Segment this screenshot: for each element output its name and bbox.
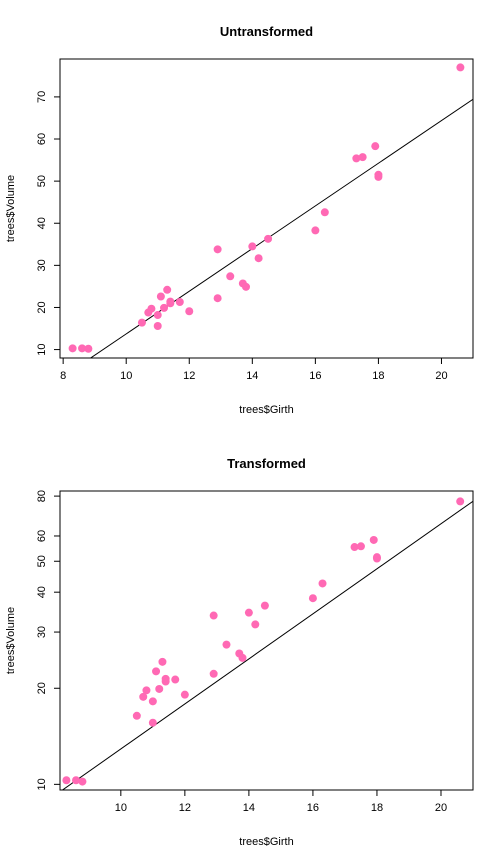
data-point xyxy=(456,497,465,506)
data-point xyxy=(242,282,251,291)
x-tick-label: 16 xyxy=(307,802,319,814)
x-tick-label: 14 xyxy=(243,802,255,814)
data-point xyxy=(137,318,146,327)
y-tick-label: 60 xyxy=(36,530,48,542)
data-point xyxy=(371,142,380,151)
transformed-panel: Transformed trees$Girth trees$Volume 10 12 14… xyxy=(5,456,474,848)
data-point xyxy=(156,292,165,301)
data-point xyxy=(68,344,77,353)
y-tick-label: 20 xyxy=(36,682,48,694)
data-point xyxy=(161,674,170,683)
y-tick-label: 80 xyxy=(36,490,48,502)
x-tick-label: 8 xyxy=(60,370,66,382)
y-tick-label: 10 xyxy=(36,778,48,790)
data-point xyxy=(356,542,365,551)
y-tick-label: 40 xyxy=(36,217,48,229)
data-point xyxy=(158,657,167,666)
x-tick-label: 12 xyxy=(183,370,195,382)
y-tick-label: 70 xyxy=(36,91,48,103)
data-point xyxy=(180,690,189,699)
x-tick-label: 12 xyxy=(179,802,191,814)
data-point xyxy=(264,234,273,243)
data-point xyxy=(244,608,253,617)
y-tick-label: 60 xyxy=(36,133,48,145)
data-point xyxy=(175,297,184,306)
x-tick-label: 14 xyxy=(246,370,258,382)
untransformed-panel: Untransformed trees$Girth trees$Volume 8 10 1… xyxy=(5,24,474,416)
data-point xyxy=(148,697,157,706)
x-axis-label: trees$Girth xyxy=(239,404,293,416)
x-tick-label: 16 xyxy=(309,370,321,382)
x-tick-label: 20 xyxy=(435,370,447,382)
data-point xyxy=(374,172,383,181)
data-point xyxy=(163,285,172,294)
data-point xyxy=(311,226,320,235)
data-point xyxy=(251,620,260,629)
plot-frame xyxy=(59,58,474,359)
data-point xyxy=(213,245,222,254)
y-axis-label: trees$Volume xyxy=(5,607,17,674)
y-tick-label: 50 xyxy=(36,175,48,187)
data-point xyxy=(142,686,151,695)
x-axis-label: trees$Girth xyxy=(239,836,293,848)
x-tick-label: 10 xyxy=(115,802,127,814)
data-point xyxy=(372,554,381,563)
y-tick-label: 30 xyxy=(36,259,48,271)
data-point xyxy=(139,692,148,701)
data-point xyxy=(369,535,378,544)
y-tick-label: 50 xyxy=(36,555,48,567)
data-point xyxy=(318,579,327,588)
x-tick-label: 20 xyxy=(435,802,447,814)
y-tick-label: 10 xyxy=(36,343,48,355)
data-point xyxy=(308,594,317,603)
data-point xyxy=(248,242,257,251)
data-point xyxy=(78,344,87,353)
data-point xyxy=(352,154,361,163)
data-point xyxy=(254,254,263,263)
data-point xyxy=(132,711,141,720)
data-point xyxy=(222,640,231,649)
data-point xyxy=(238,653,247,662)
data-point xyxy=(209,611,218,620)
plot-frame xyxy=(59,490,474,791)
data-point xyxy=(456,63,465,72)
data-point xyxy=(148,718,157,727)
data-point xyxy=(152,667,161,676)
data-point xyxy=(62,776,71,785)
data-point xyxy=(166,297,175,306)
y-tick-label: 20 xyxy=(36,301,48,313)
data-point xyxy=(350,543,359,552)
y-axis-label: trees$Volume xyxy=(5,175,17,242)
chart-title: Transformed xyxy=(227,456,306,471)
data-point xyxy=(78,777,87,786)
data-point xyxy=(155,684,164,693)
data-point xyxy=(160,303,169,312)
data-point xyxy=(209,669,218,678)
data-point xyxy=(153,311,162,320)
data-point xyxy=(84,344,93,353)
data-point xyxy=(358,153,367,162)
fit-line xyxy=(61,500,473,790)
data-point xyxy=(213,294,222,303)
y-tick-label: 40 xyxy=(36,586,48,598)
y-tick-label: 30 xyxy=(36,626,48,638)
x-tick-label: 10 xyxy=(120,370,132,382)
data-point xyxy=(260,601,269,610)
data-point xyxy=(72,776,81,785)
data-point xyxy=(320,208,329,217)
x-tick-label: 18 xyxy=(371,802,383,814)
chart-title: Untransformed xyxy=(220,24,313,39)
data-point xyxy=(171,675,180,684)
data-point xyxy=(153,321,162,330)
data-point xyxy=(147,304,156,313)
x-tick-label: 18 xyxy=(372,370,384,382)
data-point xyxy=(185,307,194,316)
data-point xyxy=(226,272,235,281)
